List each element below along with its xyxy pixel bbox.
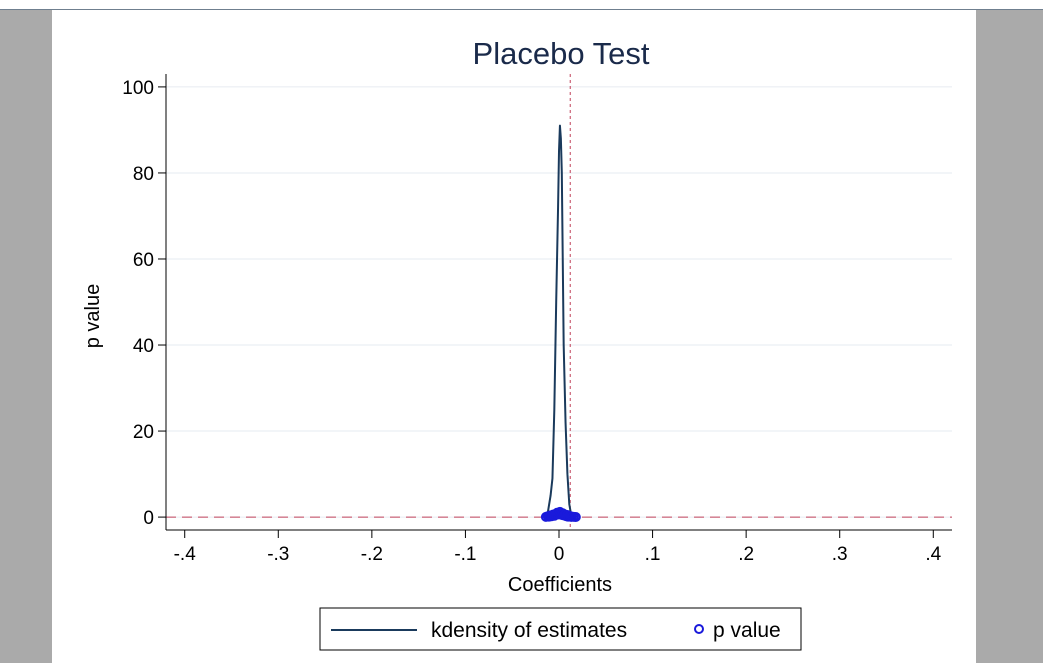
p-value-point (570, 512, 581, 523)
x-tick-label: .4 (925, 544, 941, 565)
legend-marker-swatch (694, 624, 704, 634)
y-axis-label: p value (82, 284, 104, 349)
y-tick-label: 100 (122, 78, 154, 99)
x-tick-label: 0 (554, 544, 565, 565)
legend: kdensity of estimates p value (319, 607, 802, 651)
legend-entry-kdensity: kdensity of estimates (431, 619, 627, 642)
chart-title: Placebo Test (473, 36, 650, 71)
axes: 0 20 40 60 80 100 -.4 -.3 -.2 -.1 0 .1 .2 .3 .4 (122, 74, 952, 565)
x-tick-label: -.3 (267, 544, 289, 565)
x-tick-label: -.1 (454, 544, 476, 565)
y-tick-label: 0 (143, 508, 154, 529)
series-layer (540, 124, 581, 523)
chart-svg: 0 20 40 60 80 100 -.4 -.3 -.2 -.1 0 .1 .2 .3 .4 Placeb… (82, 36, 952, 651)
kdensity-line (546, 124, 573, 516)
x-tick-label: .1 (645, 544, 661, 565)
y-tick-label: 60 (133, 250, 154, 271)
legend-entry-p-value: p value (713, 619, 781, 642)
y-tick-label: 20 (133, 422, 154, 443)
x-tick-label: -.4 (174, 544, 197, 565)
chart-canvas: 0 20 40 60 80 100 -.4 -.3 -.2 -.1 0 .1 .2 .3 .4 Placeb… (52, 10, 976, 663)
y-tick-label: 40 (133, 336, 154, 357)
y-tick-label: 80 (133, 164, 154, 185)
x-tick-label: .2 (738, 544, 754, 565)
x-axis-label: Coefficients (508, 574, 612, 596)
window-top-bar (0, 0, 1043, 10)
x-tick-label: .3 (832, 544, 848, 565)
x-tick-label: -.2 (361, 544, 383, 565)
